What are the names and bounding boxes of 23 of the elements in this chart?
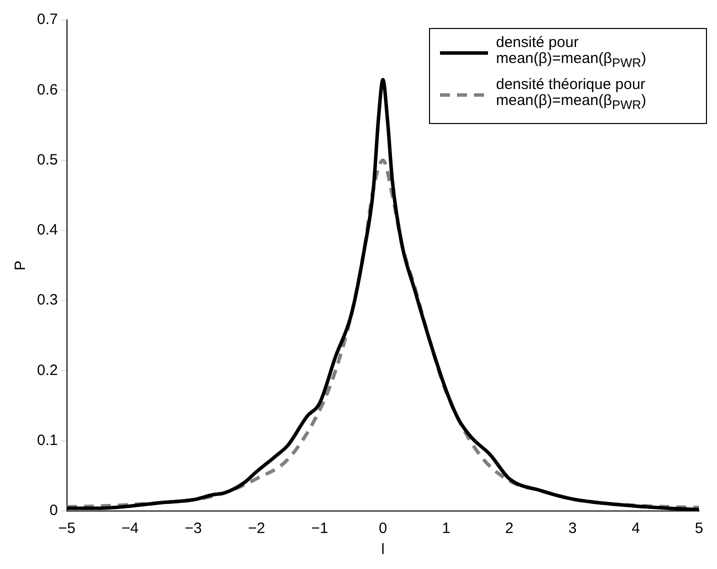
x-tick-label: −2: [248, 520, 266, 538]
legend-label: densité pour mean(β)=mean(β$_{PWR}$): [496, 34, 648, 71]
x-tick-label: 4: [632, 520, 640, 538]
x-tick-label: 2: [505, 520, 514, 538]
x-axis-title: l: [381, 541, 385, 558]
y-tick-label: 0.2: [36, 362, 58, 379]
x-tick-label: −5: [58, 520, 76, 538]
x-tick-label: 1: [442, 520, 450, 538]
x-tick-label: 0: [378, 520, 388, 538]
y-tick-label: 0.6: [36, 81, 58, 98]
y-tick-label: 0.4: [36, 222, 58, 239]
y-tick-label: 0: [50, 502, 58, 520]
x-tick-label: 5: [694, 520, 704, 538]
y-tick-label: 0.3: [36, 292, 58, 309]
y-axis-title: P: [12, 260, 30, 271]
x-tick-label: −1: [311, 520, 328, 538]
legend-label: densité théorique pour mean(β)=mean(β$_{PWR}$): [496, 76, 648, 113]
y-tick-label: 0.7: [36, 11, 58, 28]
y-tick-label: 0.5: [36, 151, 58, 168]
x-tick-label: −3: [184, 520, 202, 538]
x-tick-label: −4: [122, 520, 139, 538]
y-tick-label: 0.1: [36, 432, 58, 449]
x-tick-label: 3: [568, 520, 577, 538]
